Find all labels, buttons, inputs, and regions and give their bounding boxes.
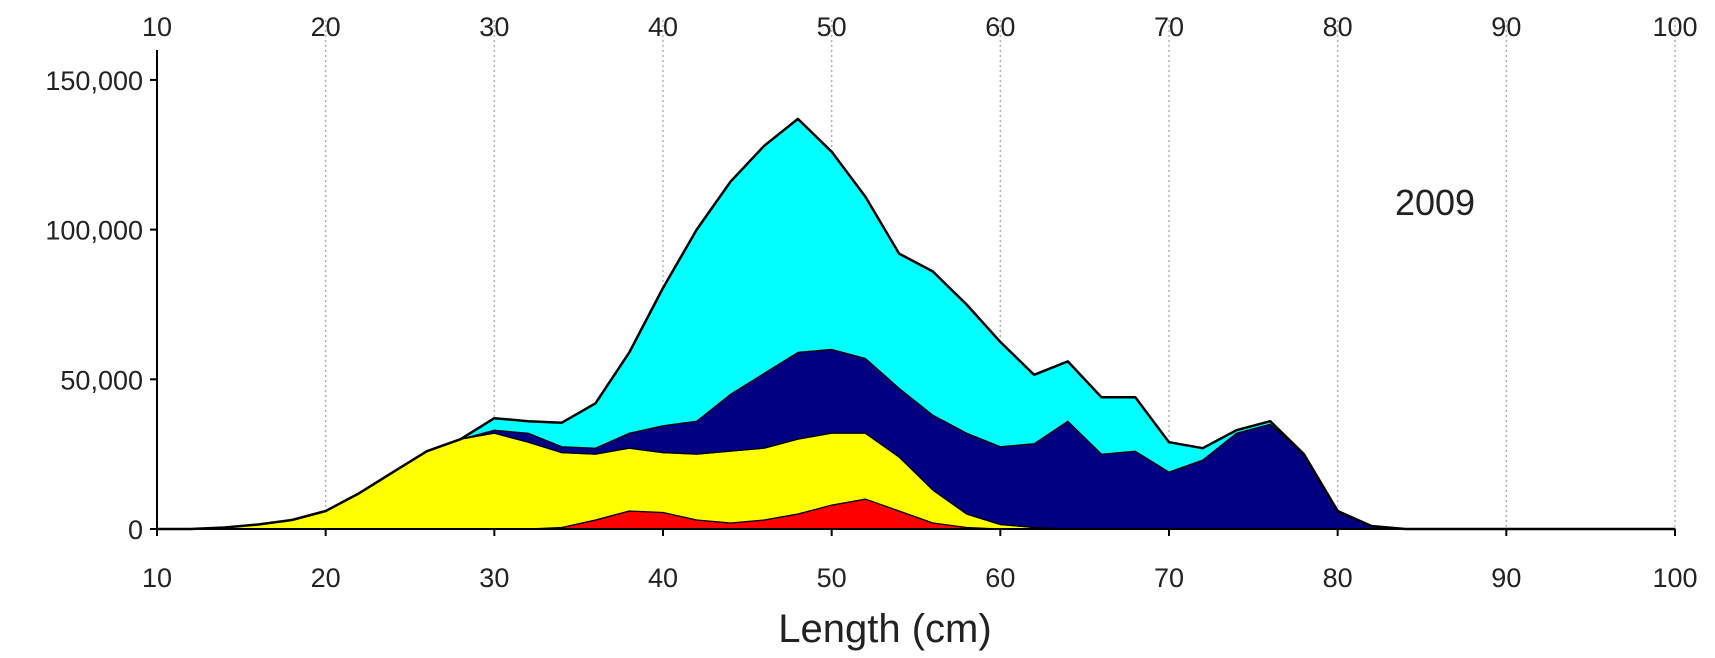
label-layer: 10 20 30 40 50 60 70 80 90 100 10 20 30 40 50 60 70 80 90 1… (45, 12, 1697, 593)
x-tick-label: 90 (1491, 563, 1521, 593)
x-tick-label: 100 (1652, 563, 1697, 593)
y-tick-label: 50,000 (60, 365, 143, 395)
top-tick-label: 20 (311, 12, 341, 42)
x-tick-label: 30 (479, 563, 509, 593)
top-tick-label: 30 (479, 12, 509, 42)
x-tick-label: 70 (1154, 563, 1184, 593)
top-tick-label: 40 (648, 12, 678, 42)
top-tick-label: 50 (817, 12, 847, 42)
top-tick-label: 10 (142, 12, 172, 42)
x-tick-label: 50 (817, 563, 847, 593)
top-tick-label: 70 (1154, 12, 1184, 42)
axes-layer (150, 50, 1676, 536)
x-tick-label: 10 (142, 563, 172, 593)
top-tick-label: 100 (1652, 12, 1697, 42)
y-tick-label: 150,000 (45, 66, 143, 96)
x-tick-label: 40 (648, 563, 678, 593)
x-tick-label: 20 (311, 563, 341, 593)
area-layer (156, 117, 1676, 531)
top-tick-label: 60 (985, 12, 1015, 42)
y-tick-label: 0 (128, 515, 143, 545)
year-annotation: 2009 (1395, 182, 1475, 223)
x-tick-label: 60 (985, 563, 1015, 593)
x-axis-title: Length (cm) (778, 607, 991, 651)
x-tick-label: 80 (1323, 563, 1353, 593)
y-tick-label: 100,000 (45, 216, 143, 246)
top-tick-label: 80 (1323, 12, 1353, 42)
top-tick-label: 90 (1491, 12, 1521, 42)
